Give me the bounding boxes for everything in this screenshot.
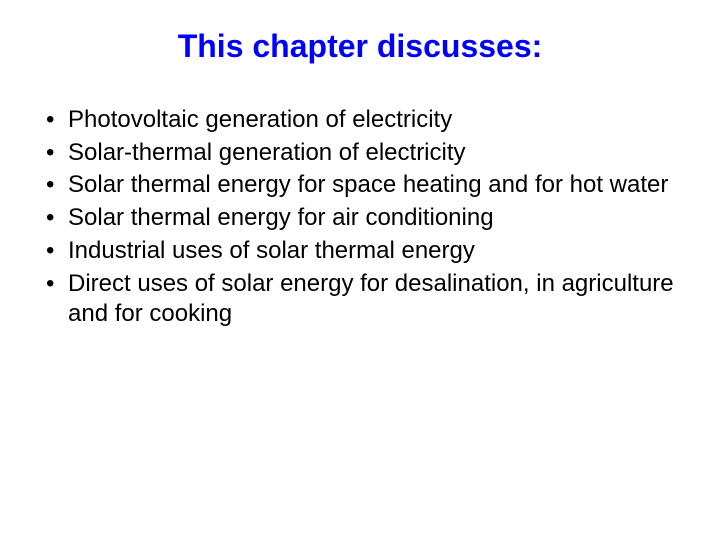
list-item: Solar-thermal generation of electricity	[40, 138, 680, 169]
list-item: Photovoltaic generation of electricity	[40, 105, 680, 136]
list-item: Solar thermal energy for space heating a…	[40, 170, 680, 201]
bullet-list: Photovoltaic generation of electricity S…	[40, 105, 680, 330]
slide-title: This chapter discusses:	[40, 28, 680, 65]
list-item: Solar thermal energy for air conditionin…	[40, 203, 680, 234]
list-item: Direct uses of solar energy for desalina…	[40, 269, 680, 330]
list-item: Industrial uses of solar thermal energy	[40, 236, 680, 267]
